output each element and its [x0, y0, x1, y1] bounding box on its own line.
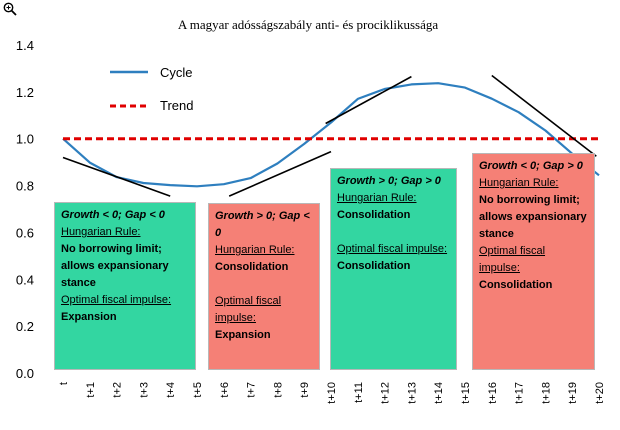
x-tick-label: t+13 — [406, 382, 418, 404]
box-impulse-text: Expansion — [61, 311, 117, 323]
legend-cycle-label: Cycle — [160, 65, 193, 80]
x-tick-label: t+15 — [460, 382, 472, 404]
box-impulse-header: Optimal fiscal impulse: — [61, 294, 172, 306]
box-rule-text: Consolidation — [215, 261, 289, 273]
x-tick-label: t+1 — [85, 382, 97, 398]
tangent-line — [325, 75, 412, 125]
x-tick-label: t+10 — [326, 382, 338, 404]
x-tick-label: t+20 — [594, 382, 606, 404]
x-tick-label: t+3 — [138, 382, 150, 398]
box-rule-header: Hungarian Rule: — [215, 244, 295, 256]
box-impulse-text: Consolidation — [337, 260, 411, 272]
x-tick-label: t+18 — [540, 382, 552, 404]
y-tick-label: 0.2 — [16, 319, 34, 334]
x-tick-label: t+2 — [112, 382, 124, 398]
box-spacer — [215, 276, 313, 293]
box-rule-text: No borrowing limit; allows expansionary … — [61, 243, 169, 289]
info-box-1: Growth < 0; Gap < 0 Hungarian Rule: No b… — [54, 202, 196, 370]
tangent-line — [491, 74, 597, 157]
box-impulse-header: Optimal fiscal impulse: — [479, 245, 546, 274]
box-spacer — [337, 224, 450, 241]
x-tick-label: t+7 — [246, 382, 258, 398]
box-impulse-text: Expansion — [215, 329, 271, 341]
x-tick-label: t+6 — [219, 382, 231, 398]
zoom-icon[interactable] — [3, 2, 17, 16]
box-rule-header: Hungarian Rule: — [337, 192, 417, 204]
legend-trend-label: Trend — [160, 98, 193, 113]
box-rule-text: Consolidation — [337, 209, 411, 221]
x-tick-label: t+17 — [514, 382, 526, 404]
box-rule-header: Hungarian Rule: — [61, 226, 141, 238]
box-condition: Growth < 0; Gap < 0 — [61, 209, 165, 221]
box-condition: Growth < 0; Gap > 0 — [479, 160, 583, 172]
box-impulse-header: Optimal fiscal impulse: — [215, 295, 282, 324]
box-impulse-header: Optimal fiscal impulse: — [337, 243, 448, 255]
info-box-2: Growth > 0; Gap < 0 Hungarian Rule: Cons… — [208, 203, 320, 370]
y-tick-label: 0.0 — [16, 366, 34, 381]
info-box-4: Growth < 0; Gap > 0 Hungarian Rule: No b… — [472, 153, 595, 370]
x-tick-label: t+16 — [487, 382, 499, 404]
y-tick-label: 1.4 — [16, 38, 34, 53]
box-rule-text: No borrowing limit; allows expansionary … — [479, 194, 587, 240]
x-tick-label: t+9 — [299, 382, 311, 398]
x-tick-label: t+12 — [380, 382, 392, 404]
x-tick-label: t — [58, 382, 70, 385]
tangent-line — [228, 150, 332, 197]
y-tick-label: 0.6 — [16, 225, 34, 240]
info-box-3: Growth > 0; Gap > 0 Hungarian Rule: Cons… — [330, 168, 457, 370]
y-tick-label: 1.2 — [16, 85, 34, 100]
series-cycle-line — [62, 82, 600, 188]
y-tick-label: 0.8 — [16, 179, 34, 194]
tangent-line — [62, 156, 171, 197]
box-impulse-text: Consolidation — [479, 279, 553, 291]
x-tick-label: t+14 — [433, 382, 445, 404]
x-tick-label: t+11 — [353, 382, 365, 403]
chart-title: A magyar adósságszabály anti- és procikl… — [178, 17, 439, 32]
y-tick-label: 0.4 — [16, 272, 34, 287]
box-rule-header: Hungarian Rule: — [479, 177, 559, 189]
x-tick-label: t+19 — [567, 382, 579, 404]
box-condition: Growth > 0; Gap > 0 — [337, 175, 441, 187]
x-tick-label: t+8 — [272, 382, 284, 398]
x-tick-label: t+4 — [165, 382, 177, 398]
y-tick-label: 1.0 — [16, 132, 34, 147]
box-condition: Growth > 0; Gap < 0 — [215, 210, 310, 239]
x-tick-label: t+5 — [192, 382, 204, 398]
